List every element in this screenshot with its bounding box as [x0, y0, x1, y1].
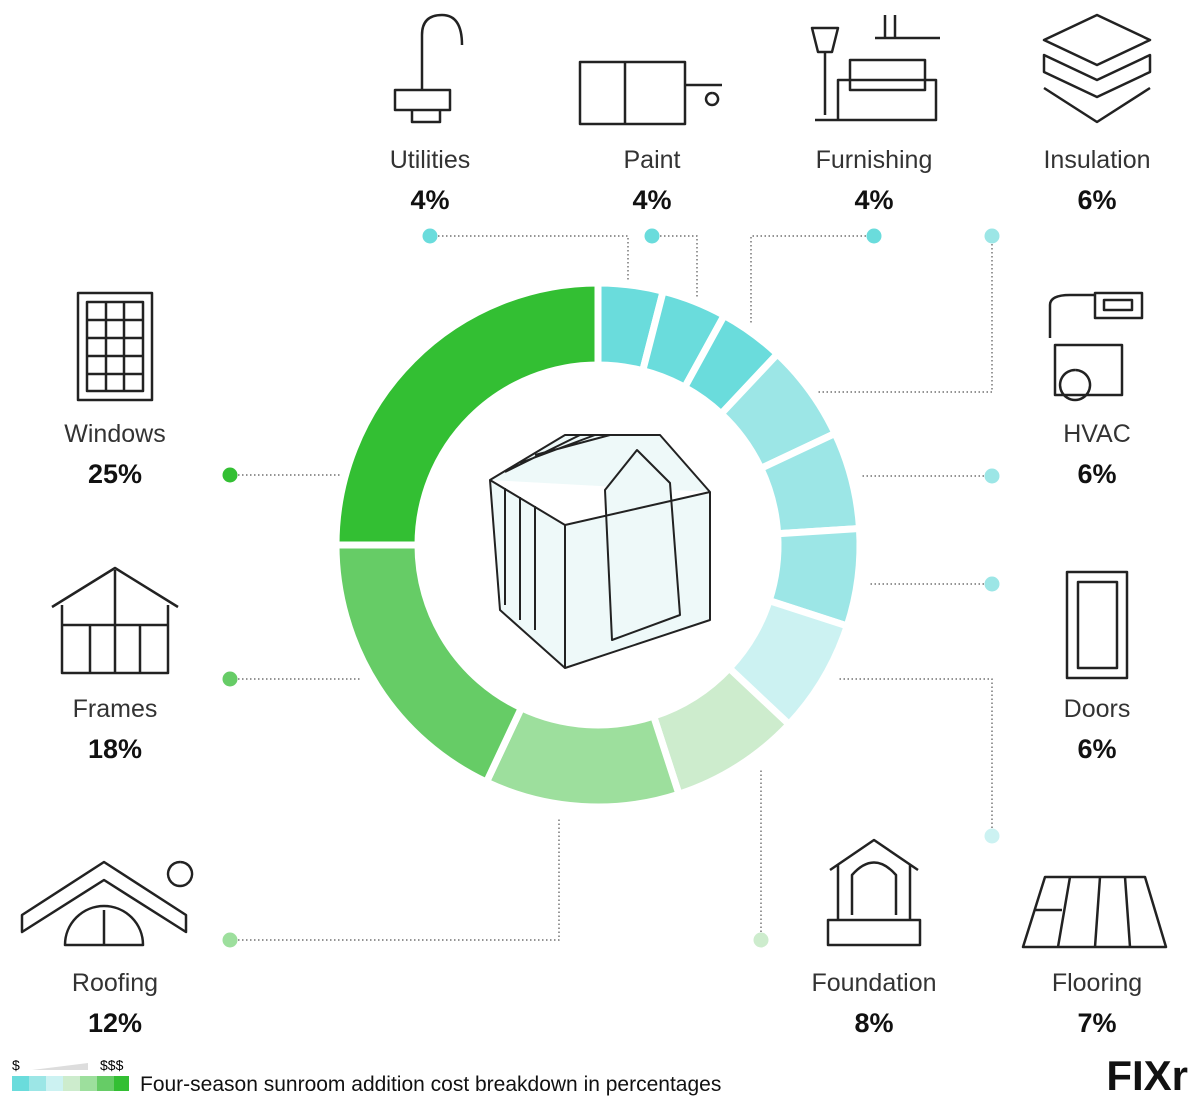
icon-windows [76, 291, 154, 402]
icons [20, 13, 1168, 949]
donut-segment [332, 541, 527, 787]
icon-utilities [393, 13, 464, 124]
icon-frames [51, 566, 179, 675]
value-label: 25% [88, 459, 142, 489]
icon-insulation [1042, 13, 1152, 124]
scale-swatch [12, 1076, 29, 1091]
scale-swatch [63, 1076, 80, 1091]
category-label: Insulation [1043, 146, 1150, 174]
category-label: Roofing [72, 969, 158, 997]
value-label: 4% [854, 185, 893, 215]
scale-legend: $ $$$ Four-season sunroom addition cost … [12, 1052, 1188, 1099]
value-label: 18% [88, 734, 142, 764]
leader-dot [984, 228, 1000, 244]
leader-dot [753, 932, 769, 948]
icon-foundation [826, 838, 922, 947]
scale-wedge [32, 1063, 88, 1070]
donut-segment [332, 279, 602, 549]
center-illustration [489, 434, 711, 669]
icon-roofing [20, 860, 194, 947]
leader-line [430, 235, 629, 280]
category-label: Foundation [811, 969, 936, 997]
leader-line [230, 818, 560, 941]
leader-dot [866, 228, 882, 244]
leader-dot [222, 671, 238, 687]
icon-furnishing [810, 15, 940, 122]
leader-line [818, 236, 993, 393]
category-label: Utilities [390, 146, 471, 174]
category-label: Furnishing [816, 146, 933, 174]
leader-dot [222, 932, 238, 948]
category-label: Paint [624, 146, 681, 174]
logo: FIXr [1106, 1052, 1188, 1099]
scale-swatch [29, 1076, 46, 1091]
scale-high: $$$ [100, 1057, 124, 1073]
leader-dot [984, 576, 1000, 592]
category-label: Windows [64, 420, 165, 448]
leader-line [652, 235, 698, 297]
value-label: 8% [854, 1008, 893, 1038]
value-label: 4% [632, 185, 671, 215]
leader-line [750, 235, 874, 325]
scale-swatch [46, 1076, 63, 1091]
icon-paint [578, 60, 722, 126]
icon-doors [1065, 570, 1129, 680]
scale-swatch [80, 1076, 97, 1091]
leader-dot [984, 828, 1000, 844]
category-label: Doors [1064, 695, 1131, 723]
leader-dot [984, 468, 1000, 484]
category-label: Frames [73, 695, 158, 723]
value-label: 4% [410, 185, 449, 215]
scale-low: $ [12, 1057, 20, 1073]
leader-dot [222, 467, 238, 483]
category-label: Flooring [1052, 969, 1142, 997]
value-label: 6% [1077, 185, 1116, 215]
scale-swatch [114, 1076, 129, 1091]
caption: Four-season sunroom addition cost breakd… [140, 1073, 721, 1096]
icon-hvac [1048, 291, 1144, 402]
value-label: 6% [1077, 734, 1116, 764]
value-label: 6% [1077, 459, 1116, 489]
leader-dot [422, 228, 438, 244]
value-label: 12% [88, 1008, 142, 1038]
leader-line [838, 678, 993, 836]
leader-dot [644, 228, 660, 244]
icon-flooring [1021, 875, 1168, 949]
value-label: 7% [1077, 1008, 1116, 1038]
scale-swatch [97, 1076, 114, 1091]
category-label: HVAC [1063, 420, 1131, 448]
